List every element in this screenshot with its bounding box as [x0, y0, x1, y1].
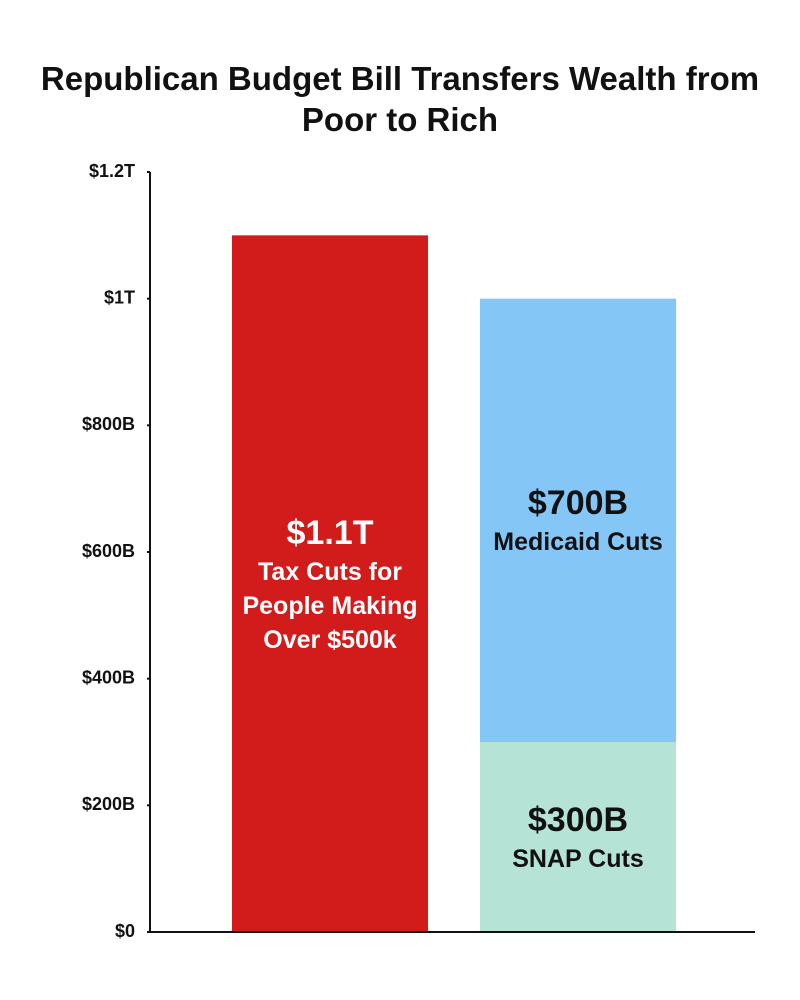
- bar-segment: [480, 298, 676, 742]
- bar-segment: [480, 742, 676, 932]
- y-tick-label: $400B: [82, 667, 135, 687]
- y-tick-label: $600B: [82, 541, 135, 561]
- value-label: $700B: [527, 484, 629, 523]
- segment-label: $700B Medicaid Cuts: [488, 481, 668, 559]
- segment-label: $1.1T Tax Cuts for People Making Over $50…: [240, 511, 420, 657]
- value-label: $1.1T: [286, 513, 374, 552]
- y-tick-label: $1T: [104, 287, 135, 307]
- segment-name: SNAP Cuts: [512, 845, 644, 873]
- segment-name: Medicaid Cuts: [493, 528, 663, 557]
- y-tick-label: $200B: [82, 794, 135, 814]
- segment-name: Tax Cuts for People Making Over $500k: [242, 557, 418, 654]
- value-label: $300B: [527, 801, 629, 839]
- chart-title: Republican Budget Bill Transfers Wealth …: [40, 60, 760, 138]
- bar-segment: [232, 235, 428, 933]
- segment-label: $300B SNAP Cuts: [488, 798, 668, 876]
- y-tick-label: $1.2T: [89, 161, 135, 181]
- y-tick-label: $800B: [82, 414, 135, 434]
- y-tick-label: $0: [115, 921, 135, 941]
